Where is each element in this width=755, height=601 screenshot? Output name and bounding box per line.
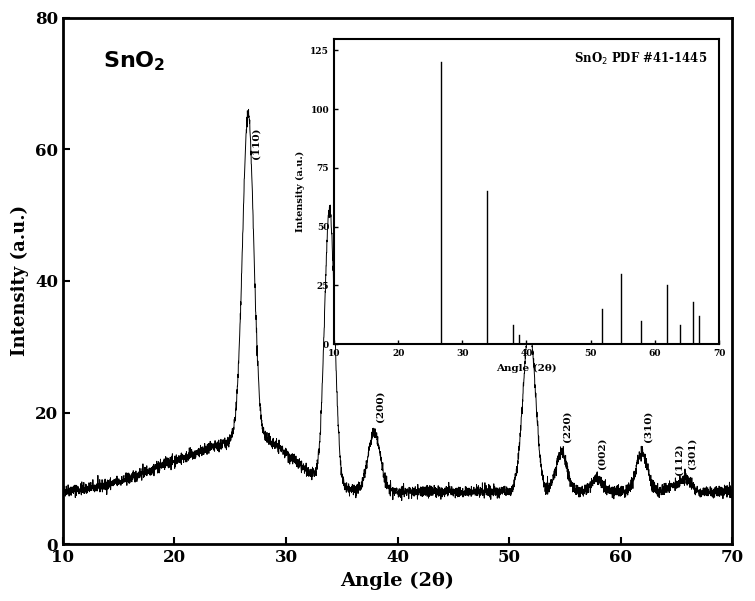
Text: (110): (110): [251, 127, 260, 159]
Text: (220): (220): [562, 410, 572, 442]
Text: (310): (310): [643, 411, 652, 442]
Text: $\mathbf{SnO_2}$: $\mathbf{SnO_2}$: [103, 49, 165, 73]
Text: (301): (301): [688, 437, 697, 469]
Text: (101): (101): [333, 174, 342, 205]
Text: (112): (112): [674, 444, 683, 475]
Text: (200): (200): [375, 391, 384, 423]
Text: (002): (002): [597, 437, 606, 469]
Text: (211): (211): [530, 285, 539, 317]
X-axis label: Angle (2θ): Angle (2θ): [341, 572, 455, 590]
Y-axis label: Intensity (a.u.): Intensity (a.u.): [11, 206, 29, 356]
